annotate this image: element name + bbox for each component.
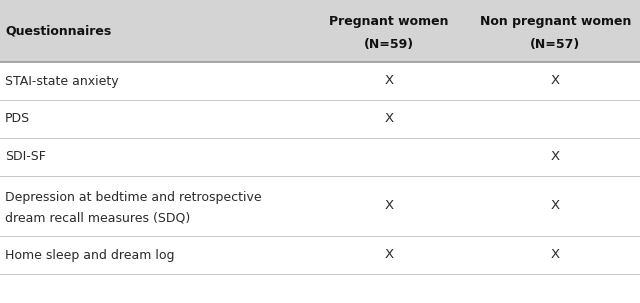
Text: Pregnant women: Pregnant women (329, 15, 449, 28)
Text: (N=59): (N=59) (364, 38, 414, 51)
Text: X: X (550, 75, 560, 88)
Text: (N=57): (N=57) (530, 38, 580, 51)
Text: PDS: PDS (5, 112, 30, 125)
Bar (0, 62, 640, 100)
Text: Non pregnant women: Non pregnant women (479, 15, 631, 28)
Text: Questionnaires: Questionnaires (5, 25, 111, 38)
Bar (0, 0, 640, 62)
Text: X: X (550, 248, 560, 261)
Text: X: X (384, 112, 394, 125)
Text: X: X (550, 199, 560, 212)
Text: Home sleep and dream log: Home sleep and dream log (5, 248, 175, 261)
Text: X: X (384, 75, 394, 88)
Text: Depression at bedtime and retrospective: Depression at bedtime and retrospective (5, 191, 262, 204)
Text: SDI-SF: SDI-SF (5, 151, 46, 164)
Text: X: X (384, 199, 394, 212)
Text: X: X (550, 151, 560, 164)
Bar (0, 100, 640, 138)
Text: STAI-state anxiety: STAI-state anxiety (5, 75, 119, 88)
Bar (0, 236, 640, 274)
Bar (0, 176, 640, 236)
Text: dream recall measures (SDQ): dream recall measures (SDQ) (5, 211, 190, 225)
Bar (0, 138, 640, 176)
Text: X: X (384, 248, 394, 261)
